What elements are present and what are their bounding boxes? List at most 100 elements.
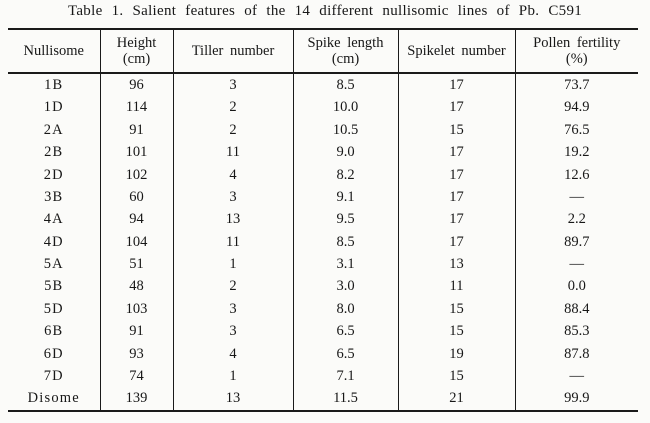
table-cell: 1 — [172, 253, 293, 276]
table-cell: — — [514, 365, 638, 388]
table-cell: 91 — [99, 320, 173, 343]
column-header-nullisome: Nullisome — [8, 29, 100, 74]
table-cell: 74 — [99, 365, 173, 388]
table-cell: 19.2 — [514, 141, 638, 164]
table-cell: 9.5 — [292, 208, 398, 231]
table-cell: 1 — [172, 365, 293, 388]
table-cell: 7.1 — [292, 365, 398, 388]
table-cell: 2 — [172, 118, 293, 142]
table-cell: 3.0 — [292, 275, 398, 298]
table-cell: 6B — [44, 323, 64, 340]
table-cell: 9.1 — [292, 185, 398, 209]
table-cell: 60 — [99, 185, 173, 209]
table-cell: — — [514, 185, 638, 209]
table-cell: 5D — [43, 300, 64, 317]
table-row: 4A 94 13 9.5 17 2.2 — [8, 208, 638, 231]
table-row: 1B 96 3 8.5 17 73.7 — [8, 73, 638, 97]
column-header-spike-length: Spike length (cm) — [292, 29, 398, 74]
table-cell: 4 — [172, 163, 293, 186]
table-cell: 12.6 — [514, 163, 638, 186]
column-header-label: Pollen fertility — [533, 34, 621, 51]
table-row: 2D 102 4 8.2 17 12.6 — [8, 163, 638, 186]
table-cell: 11.5 — [292, 387, 398, 411]
column-header-pollen-fertility: Pollen fertility (%) — [514, 29, 638, 74]
table-row: 5A 51 1 3.1 13— — [8, 253, 638, 276]
table-cell: 96 — [99, 73, 173, 97]
table-cell: 7D — [43, 368, 64, 385]
table-cell: 15 — [397, 297, 515, 321]
table-cell: 114 — [99, 96, 173, 119]
table-cell: 6D — [43, 345, 64, 362]
nullisomic-lines-table: Nullisome Height (cm) Tiller number Spik… — [8, 28, 638, 412]
table-cell: 139 — [99, 387, 173, 411]
table-body: 1B 96 3 8.5 17 73.7 1D 114 2 10.0 17 94.9 2A 91 2 10.5 1… — [8, 73, 638, 411]
table-row: 6B 91 3 6.5 15 85.3 — [8, 320, 638, 343]
table-cell: 93 — [99, 342, 173, 366]
table-row: 3B 60 3 9.1 17— — [8, 185, 638, 209]
table-cell: 13 — [397, 253, 515, 276]
table-cell: 5B — [44, 278, 64, 295]
table-cell: — — [514, 253, 638, 276]
column-header-label: Spikelet number — [407, 42, 506, 59]
table-row: 4D 104 11 8.5 17 89.7 — [8, 230, 638, 254]
table-cell: 4D — [43, 233, 64, 250]
table-cell: 17 — [397, 96, 515, 119]
table-cell: 3 — [172, 297, 293, 321]
table-cell: 3 — [172, 73, 293, 97]
table-cell: 85.3 — [514, 320, 638, 343]
table-cell: 8.0 — [292, 297, 398, 321]
table-cell: 94 — [99, 208, 173, 231]
table-cell: 5A — [43, 256, 64, 273]
table-cell: 2D — [43, 166, 64, 183]
table-cell: 15 — [397, 320, 515, 343]
column-header-label: Height — [116, 34, 157, 51]
table-cell: 17 — [397, 73, 515, 97]
table-cell: 48 — [99, 275, 173, 298]
table-cell: 1B — [44, 76, 64, 93]
table-cell: 1D — [43, 99, 64, 116]
table-cell: 2 — [172, 275, 293, 298]
column-header-tiller-number: Tiller number — [172, 29, 293, 74]
table-cell: 17 — [397, 141, 515, 164]
table-row: 2A 91 2 10.5 15 76.5 — [8, 118, 638, 142]
table-cell: 88.4 — [514, 297, 638, 321]
table-cell: 11 — [172, 230, 293, 254]
table-row: 7D 74 1 7.1 15— — [8, 365, 638, 388]
column-header-label: Nullisome — [23, 42, 84, 59]
table-cell: 15 — [397, 365, 515, 388]
table-row: 5B 48 2 3.0 11 0.0 — [8, 275, 638, 298]
table-cell: 10.5 — [292, 118, 398, 142]
column-header-label: Spike length — [307, 34, 384, 51]
table-cell: 103 — [99, 297, 173, 321]
table-cell: 4 — [172, 342, 293, 366]
table-cell: 51 — [99, 253, 173, 276]
table-cell: 3.1 — [292, 253, 398, 276]
table-cell: 21 — [397, 387, 515, 411]
table-cell: 17 — [397, 185, 515, 209]
column-header-sublabel: (cm) — [331, 51, 360, 67]
table-cell: 8.2 — [292, 163, 398, 186]
table-cell: 6.5 — [292, 342, 398, 366]
table-cell: 101 — [99, 141, 173, 164]
column-header-label: Tiller number — [191, 42, 275, 59]
table-cell: 3B — [44, 188, 64, 205]
table-cell: 6.5 — [292, 320, 398, 343]
table-cell: 3 — [172, 185, 293, 209]
table-cell: 10.0 — [292, 96, 398, 119]
table-cell: 11 — [397, 275, 515, 298]
table-cell: 87.8 — [514, 342, 638, 366]
table-cell: 11 — [172, 141, 293, 164]
table-cell: 13 — [172, 387, 293, 411]
table-cell: 89.7 — [514, 230, 638, 254]
table-row: 6D 93 4 6.5 19 87.8 — [8, 342, 638, 366]
table-row: 2B 101 11 9.0 17 19.2 — [8, 141, 638, 164]
table-cell: 91 — [99, 118, 173, 142]
table-cell: 17 — [397, 208, 515, 231]
table-cell: Disome — [27, 390, 80, 407]
table-cell: 76.5 — [514, 118, 638, 142]
table-cell: 8.5 — [292, 73, 398, 97]
column-header-sublabel: (cm) — [122, 51, 151, 67]
table-cell: 2B — [44, 144, 64, 161]
table-cell: 102 — [99, 163, 173, 186]
